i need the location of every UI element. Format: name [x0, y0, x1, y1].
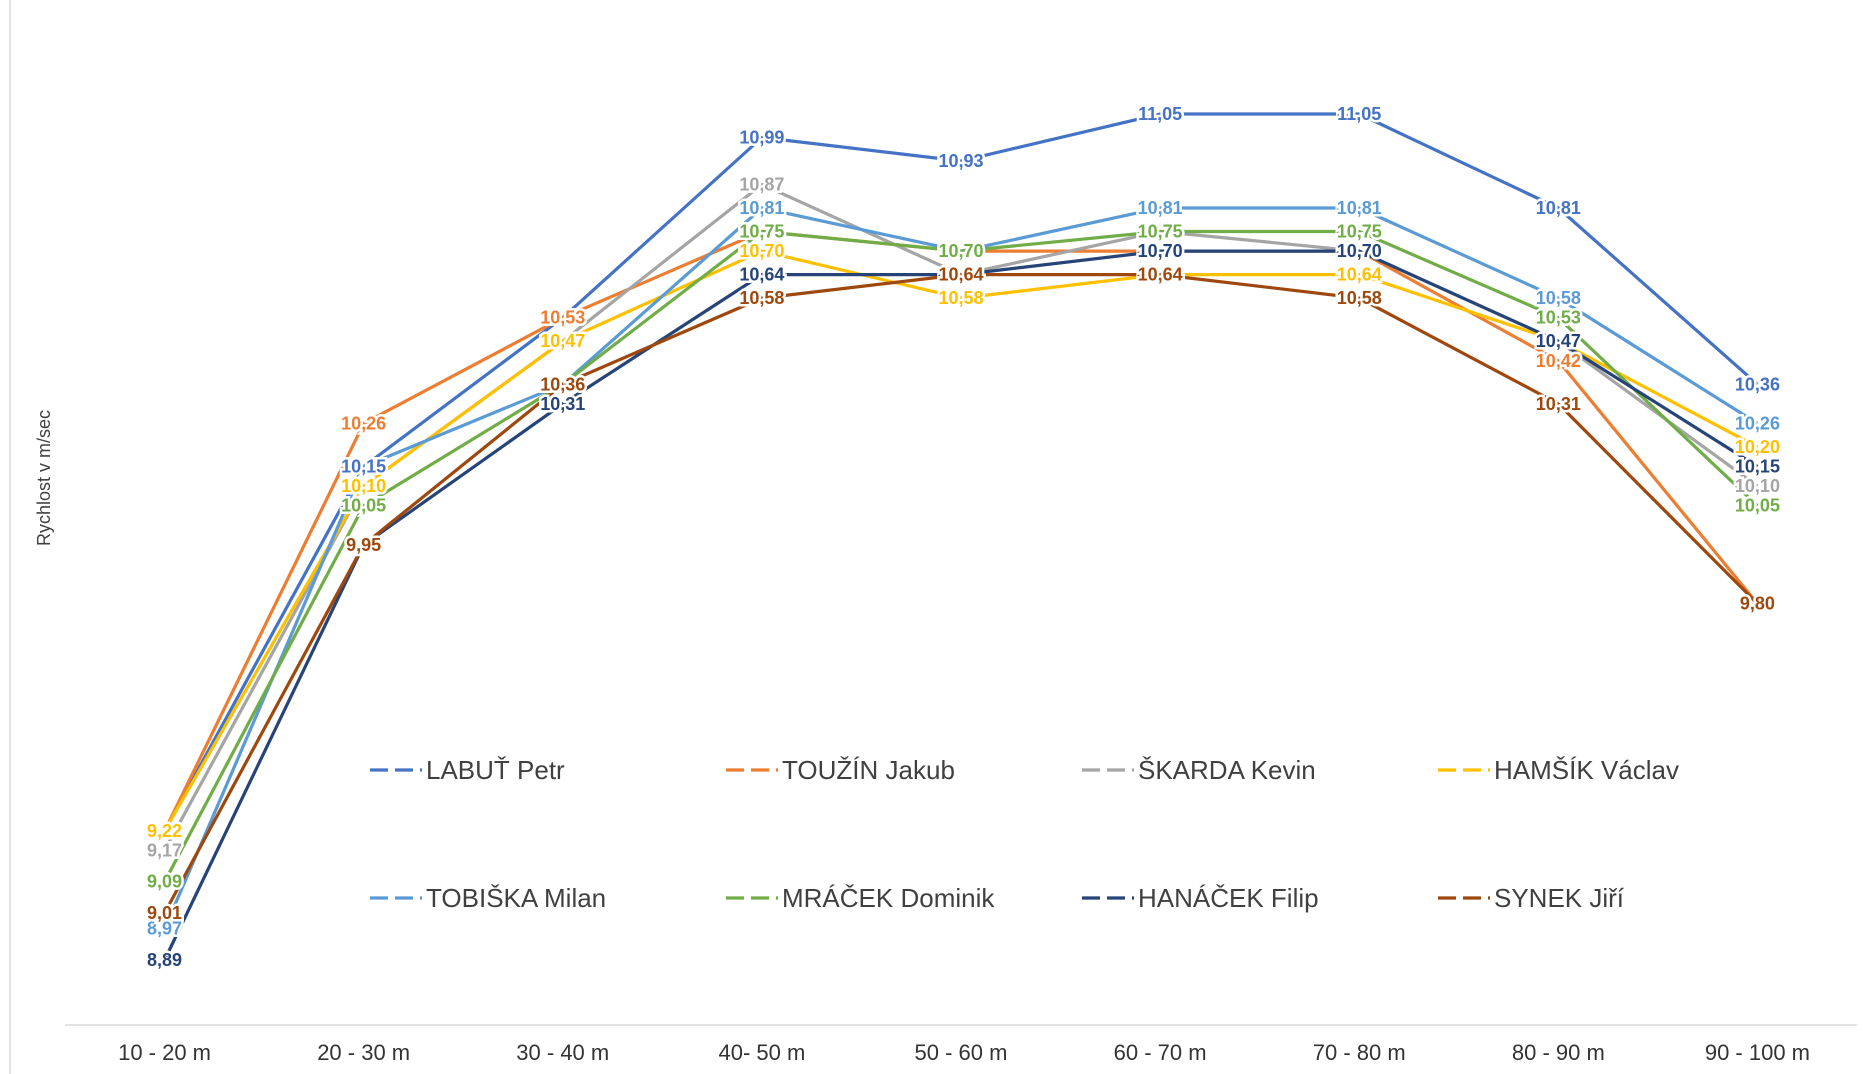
data-label: 10,99	[739, 128, 784, 148]
data-label: 10,15	[341, 457, 386, 477]
data-label: 10,70	[739, 241, 784, 261]
data-label: 10,15	[1735, 457, 1780, 477]
x-tick-label: 20 - 30 m	[317, 1040, 410, 1065]
data-label: 10,75	[1138, 222, 1183, 242]
data-label: 10,75	[1337, 222, 1382, 242]
data-labels: 10,15 10,99 10,93 11,05 11,05 10,81 10,36 10,26…	[145, 102, 1783, 973]
data-label: 10,05	[341, 496, 386, 516]
x-tick-label: 80 - 90 m	[1512, 1040, 1605, 1065]
data-label: 10,20	[1735, 437, 1780, 457]
data-label: 11,05	[1138, 104, 1182, 124]
data-label: 10,64	[938, 265, 983, 285]
legend-item: ŠKARDA Kevin	[1082, 755, 1316, 785]
x-axis: 10 - 20 m 20 - 30 m 30 - 40 m 40- 50 m 50 - …	[65, 1024, 1857, 1065]
series-line	[163, 229, 1759, 832]
data-label: 10,75	[739, 222, 784, 242]
legend-label: TOUŽÍN Jakub	[782, 755, 955, 785]
legend-item: TOUŽÍN Jakub	[726, 755, 955, 785]
data-label: 10,58	[1536, 288, 1581, 308]
legend-label: ŠKARDA Kevin	[1138, 755, 1316, 785]
legend-item: TOBIŠKA Milan	[370, 883, 606, 913]
series-line	[163, 249, 1759, 961]
x-tick-label: 50 - 60 m	[915, 1040, 1008, 1065]
data-label: 10,81	[1138, 198, 1183, 218]
series-layer	[163, 112, 1759, 961]
data-label: 10,58	[1337, 288, 1382, 308]
data-label: 10,26	[1735, 413, 1780, 433]
x-tick-label: 90 - 100 m	[1705, 1040, 1810, 1065]
legend: LABUŤ Petr TOUŽÍN Jakub ŠKARDA Kevin HAMŠÍK…	[370, 755, 1679, 913]
data-label: 9,80	[1740, 594, 1775, 614]
data-label: 9,95	[346, 535, 381, 555]
data-label: 10,31	[540, 394, 585, 414]
legend-item: LABUŤ Petr	[370, 755, 565, 785]
legend-label: MRÁČEK Dominik	[782, 883, 995, 913]
data-label: 9,17	[147, 840, 182, 860]
data-label: 10,70	[1138, 241, 1183, 261]
series-line	[163, 206, 1759, 930]
data-label: 10,05	[1735, 496, 1780, 516]
data-label: 10,93	[938, 151, 983, 171]
series-line	[163, 112, 1759, 832]
x-tick-label: 70 - 80 m	[1313, 1040, 1406, 1065]
data-label: 8,97	[147, 919, 182, 939]
data-label: 10,26	[341, 413, 386, 433]
data-label: 10,81	[1536, 198, 1581, 218]
data-label: 10,70	[1337, 241, 1382, 261]
x-tick-label: 40- 50 m	[718, 1040, 805, 1065]
data-label: 10,87	[739, 175, 784, 195]
series-line	[163, 229, 1759, 883]
data-label: 11,05	[1337, 104, 1381, 124]
legend-item: HANÁČEK Filip	[1082, 883, 1319, 913]
legend-label: TOBIŠKA Milan	[426, 883, 606, 913]
x-tick-label: 10 - 20 m	[118, 1040, 211, 1065]
x-tick-label: 30 - 40 m	[516, 1040, 609, 1065]
data-label: 10,64	[1337, 265, 1382, 285]
data-label: 10,58	[739, 288, 784, 308]
data-label: 10,10	[341, 476, 386, 496]
data-label: 9,22	[147, 821, 182, 841]
data-label: 10,53	[540, 308, 585, 328]
legend-label: HAMŠÍK Václav	[1494, 755, 1679, 785]
data-label: 10,70	[938, 241, 983, 261]
legend-item: HAMŠÍK Václav	[1438, 755, 1679, 785]
data-label: 10,81	[739, 198, 784, 218]
data-label: 10,64	[739, 265, 784, 285]
legend-label: SYNEK Jiří	[1494, 883, 1625, 913]
data-label: 10,31	[1536, 394, 1581, 414]
data-label: 10,10	[1735, 476, 1780, 496]
data-label: 8,89	[147, 950, 182, 970]
data-label: 10,53	[1536, 308, 1581, 328]
legend-item: MRÁČEK Dominik	[726, 883, 995, 913]
data-label: 10,36	[540, 374, 585, 394]
legend-label: HANÁČEK Filip	[1138, 883, 1319, 913]
data-label: 10,42	[1536, 351, 1581, 371]
data-label: 9,09	[147, 872, 182, 892]
legend-label: LABUŤ Petr	[426, 755, 565, 785]
series-line	[163, 273, 1759, 914]
data-label: 10,47	[1536, 331, 1581, 351]
data-label: 10,58	[938, 288, 983, 308]
data-label: 10,64	[1138, 265, 1183, 285]
data-label: 9,01	[147, 903, 182, 923]
data-label: 10,47	[540, 331, 585, 351]
data-label: 10,36	[1735, 374, 1780, 394]
legend-item: SYNEK Jiří	[1438, 883, 1625, 913]
x-tick-label: 60 - 70 m	[1114, 1040, 1207, 1065]
data-label: 10,81	[1337, 198, 1382, 218]
y-axis-label: Rychlost v m/sec	[34, 410, 54, 546]
